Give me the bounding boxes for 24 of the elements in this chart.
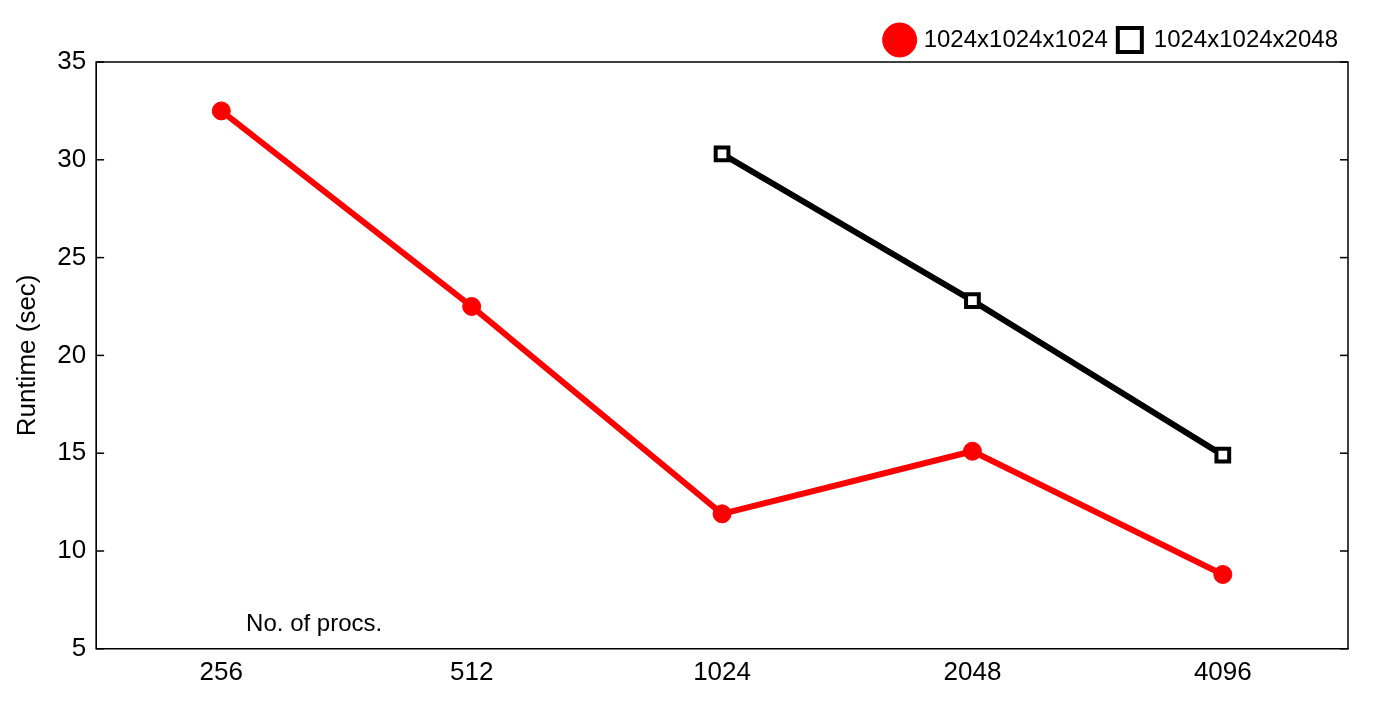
x-tick-label: 512: [449, 655, 494, 686]
legend-label: 1024x1024x2048: [1153, 24, 1338, 52]
point: [1213, 564, 1233, 584]
point: [962, 441, 982, 461]
point: [1214, 446, 1232, 464]
x-tick-label: 2048: [943, 655, 1002, 686]
point: [462, 297, 482, 316]
y-tick-label: 20: [57, 338, 87, 369]
legend-label: 1024x1024x1024: [923, 24, 1108, 52]
y-tick-label: 35: [57, 45, 87, 76]
y-axis-title: Runtime (sec): [10, 274, 41, 437]
point: [964, 292, 981, 309]
x-axis-title: No. of procs.: [246, 609, 383, 637]
x-tick-label: 1024: [693, 655, 751, 686]
y-tick-label: 10: [57, 534, 87, 565]
x-tick-label: 4096: [1193, 655, 1252, 686]
point: [211, 101, 231, 121]
y-tick-label: 15: [57, 436, 87, 467]
y-tick-label: 5: [71, 631, 87, 662]
y-tick-label: 25: [57, 240, 87, 271]
point: [713, 145, 731, 163]
x-tick-label: 256: [199, 655, 243, 686]
y-tick-label: 30: [57, 142, 87, 173]
point: [712, 504, 732, 524]
